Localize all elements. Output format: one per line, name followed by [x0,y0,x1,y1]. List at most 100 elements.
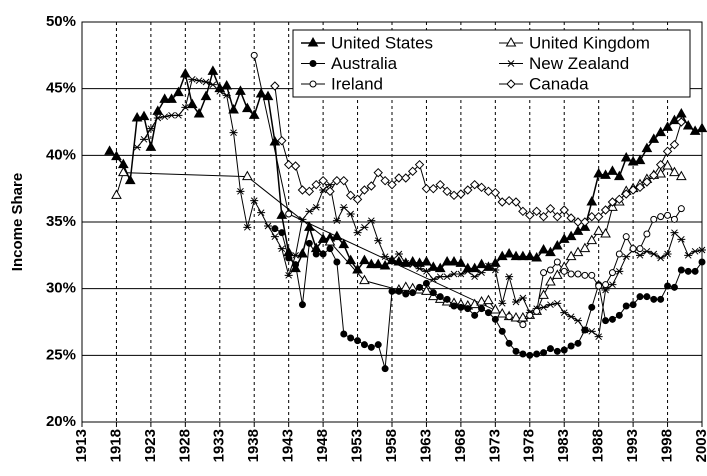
marker [471,311,479,319]
x-tick-label: 1963 [417,429,434,462]
marker [166,93,177,103]
marker [635,182,645,193]
marker [381,365,389,373]
marker [145,141,157,151]
marker [664,282,672,290]
marker [642,247,651,255]
marker [676,117,687,127]
marker [387,179,397,190]
x-tick-label: 1988 [590,429,607,462]
marker [587,327,596,335]
marker [422,267,431,275]
marker [608,269,616,277]
legend-label: United States [331,33,433,52]
marker [580,217,590,227]
marker [388,257,396,265]
marker [207,65,219,75]
marker [360,341,368,349]
x-tick-label: 1978 [521,429,538,462]
marker [229,129,238,137]
marker [538,289,549,299]
marker [546,301,555,309]
marker [614,194,625,205]
legend-marker [309,80,317,88]
marker [636,251,644,259]
plot-frame [81,21,703,423]
marker [470,273,479,281]
x-tick-label: 1983 [555,429,572,462]
marker [241,102,253,113]
marker [698,246,706,254]
legend-label: New Zealand [529,54,629,73]
marker [394,250,403,258]
marker [512,298,520,306]
marker [588,271,596,279]
marker [531,206,542,217]
marker [643,230,651,238]
marker [215,87,224,95]
marker [545,246,556,257]
marker [111,150,122,161]
marker [352,194,363,205]
marker [677,205,685,213]
marker [505,339,513,347]
marker [173,86,184,97]
marker [284,271,293,279]
marker [566,213,576,223]
x-tick-label: 1968 [452,429,469,462]
marker [442,186,452,197]
marker [581,271,589,279]
marker [669,139,680,150]
y-tick-label: 45% [46,80,76,97]
marker [552,211,563,222]
marker [421,285,432,295]
marker [510,311,522,322]
marker [270,233,279,241]
marker [518,294,527,302]
marker [505,313,513,321]
marker [434,262,446,273]
legend-marker [309,60,317,67]
marker [174,111,183,119]
marker [574,270,582,278]
marker [319,250,327,258]
marker [511,197,521,207]
marker [414,159,425,170]
marker [338,238,350,249]
marker [333,258,341,266]
marker [655,159,666,170]
marker [140,135,148,143]
marker [326,245,334,253]
marker [525,210,535,221]
y-tick-label: 20% [46,413,76,430]
marker [593,211,604,222]
marker [621,189,631,199]
marker [567,342,575,350]
marker [366,181,377,191]
marker [374,237,383,245]
marker [580,326,589,334]
marker [290,161,301,171]
marker [648,133,660,143]
marker [347,334,355,342]
marker [663,250,672,258]
marker [262,90,274,101]
marker [691,267,699,275]
marker [560,309,569,317]
marker [325,186,335,197]
marker [533,307,541,315]
marker [221,79,233,90]
marker [636,245,644,253]
legend-label: Ireland [331,74,383,93]
x-tick-label: 1918 [107,429,124,462]
marker [656,254,665,262]
marker [649,170,659,181]
x-tick-label: 1953 [349,429,366,462]
marker [689,125,701,135]
x-tick-label: 1943 [280,429,297,462]
x-tick-label: 1948 [314,429,331,462]
marker [388,287,396,295]
marker [448,255,460,266]
marker [643,293,651,301]
marker [664,211,672,219]
